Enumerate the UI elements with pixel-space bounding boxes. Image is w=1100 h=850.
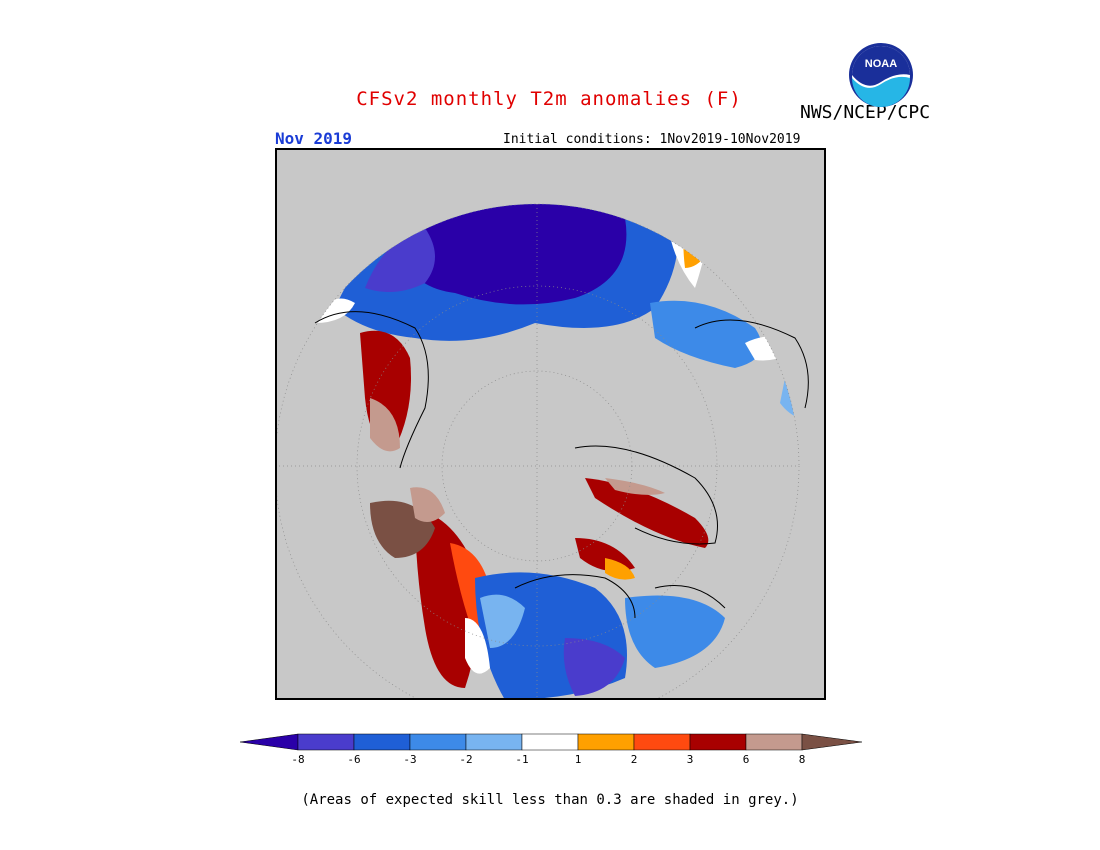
map-title: CFSv2 monthly T2m anomalies (F) — [356, 88, 742, 110]
anomaly-white-bottom — [465, 618, 490, 674]
colorbar-tick-label: 8 — [799, 753, 806, 766]
colorbar-swatch — [633, 733, 691, 751]
anomaly-tan-lower — [410, 487, 445, 522]
polar-map — [275, 148, 826, 700]
skill-footnote: (Areas of expected skill less than 0.3 a… — [301, 792, 799, 808]
colorbar-swatch — [689, 733, 747, 751]
colorbar-tick-label: -8 — [291, 753, 304, 766]
colorbar: -8 -6 -3 -2 -1 1 2 3 6 8 — [239, 733, 863, 766]
colorbar-tick-label: -1 — [515, 753, 528, 766]
coastlines — [314, 311, 809, 619]
colorbar-tick-label: -6 — [347, 753, 360, 766]
anomaly-brown-left — [370, 398, 400, 452]
colorbar-swatch — [577, 733, 635, 751]
colorbar-arrow-low — [239, 733, 299, 751]
anomaly-deep-purple — [405, 204, 627, 305]
anomaly-blue-bottom-right — [625, 595, 725, 668]
colorbar-tick-label: 2 — [631, 753, 638, 766]
colorbar-swatch — [409, 733, 467, 751]
forecast-month: Nov 2019 — [275, 129, 353, 148]
graticule — [275, 203, 800, 700]
initial-conditions: Initial conditions: 1Nov2019-10Nov2019 — [503, 132, 801, 147]
anomaly-brown-mid — [605, 478, 665, 495]
noaa-logo-text: NOAA — [865, 58, 897, 70]
colorbar-tick-label: -3 — [403, 753, 416, 766]
colorbar-swatch — [353, 733, 411, 751]
anomaly-purple — [365, 228, 435, 292]
agency-label: NWS/NCEP/CPC — [800, 102, 931, 123]
anomaly-darkred-mid — [585, 478, 709, 548]
colorbar-arrow-high — [801, 733, 863, 751]
colorbar-swatch — [465, 733, 523, 751]
colorbar-swatch — [297, 733, 355, 751]
colorbar-swatch — [745, 733, 803, 751]
anomaly-purple-bottom — [563, 638, 625, 696]
colorbar-tick-label: 6 — [743, 753, 750, 766]
anomaly-lightblue-bottom — [480, 594, 525, 648]
noaa-logo: NOAA — [849, 43, 913, 107]
colorbar-swatch — [521, 733, 579, 751]
colorbar-tick-label: 3 — [687, 753, 694, 766]
colorbar-tick-label: 1 — [575, 753, 582, 766]
anomaly-white-edge — [315, 298, 355, 323]
anomaly-orange-mid — [605, 558, 635, 580]
colorbar-tick-label: -2 — [459, 753, 472, 766]
anomaly-blue-right — [650, 300, 762, 368]
